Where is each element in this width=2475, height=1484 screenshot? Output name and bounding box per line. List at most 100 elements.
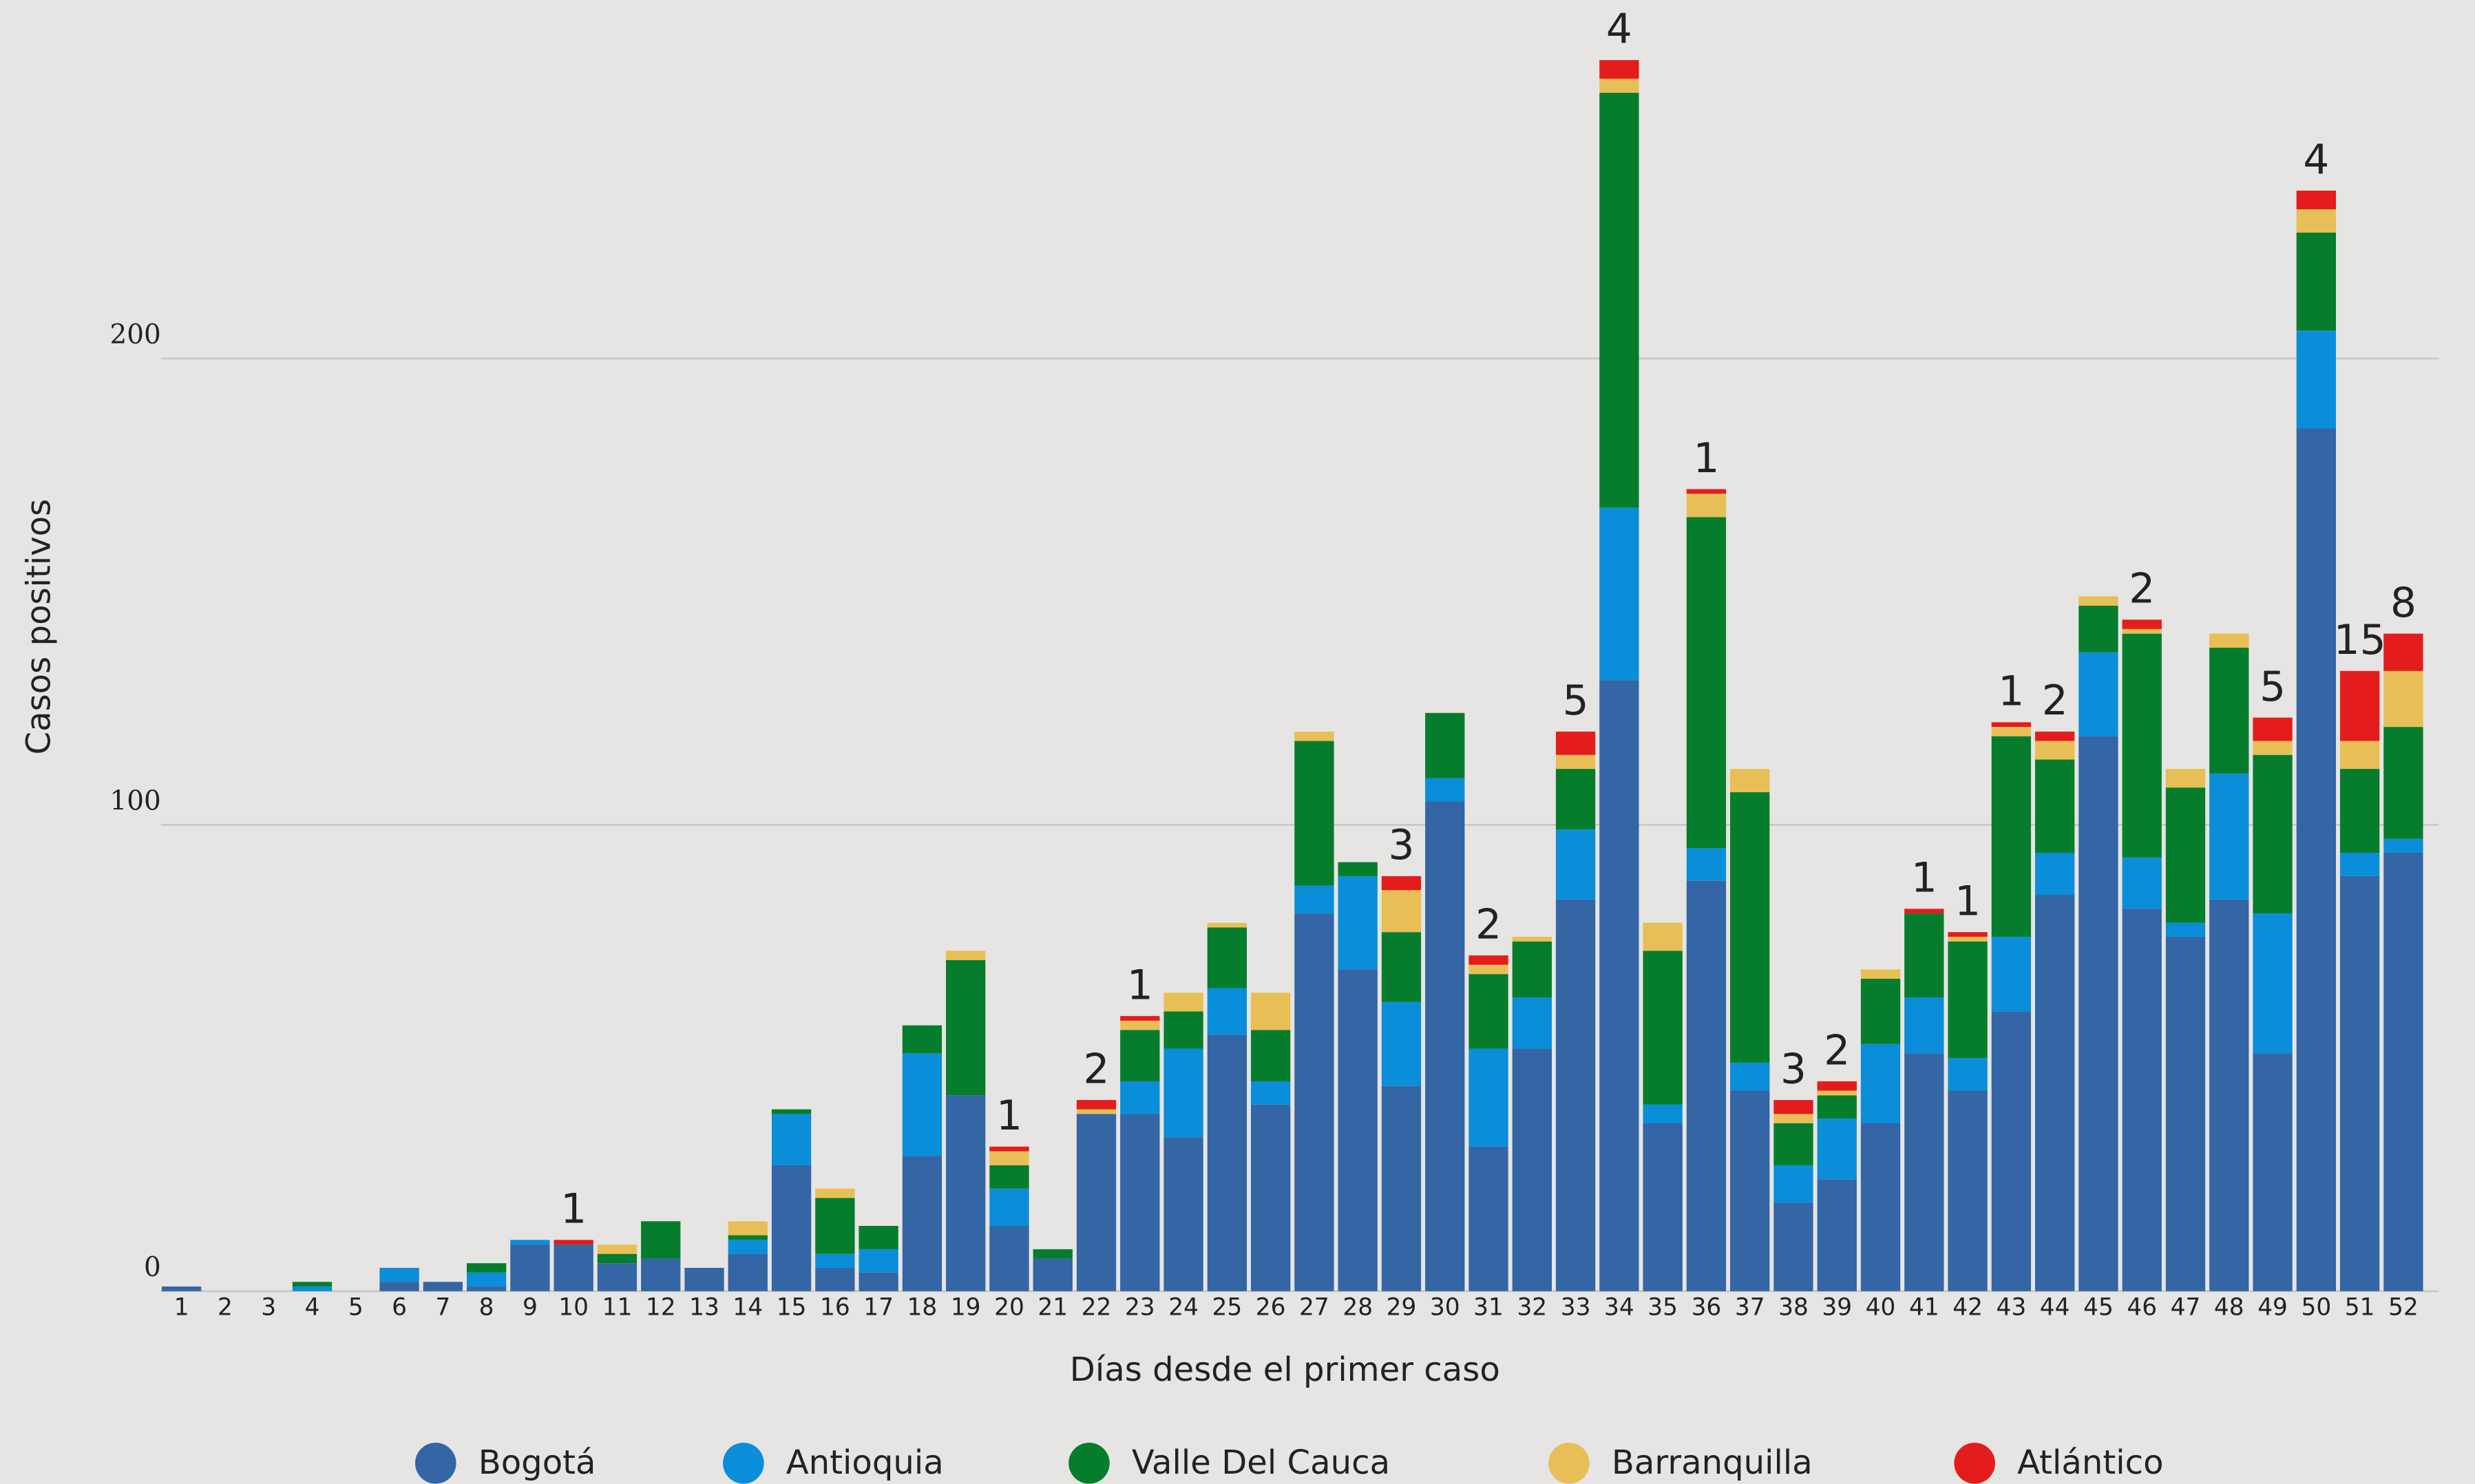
bar-segment: [1468, 1146, 1508, 1291]
x-tick-label: 33: [1561, 1294, 1591, 1322]
data-label: 4: [1606, 6, 1632, 54]
bar-segment: [1773, 1202, 1813, 1291]
bar-segment: [2339, 769, 2380, 854]
bar-segment: [1120, 1016, 1160, 1021]
x-tick-label: 9: [523, 1294, 538, 1322]
x-tick-label: 34: [1604, 1294, 1634, 1322]
bar-segment: [989, 1188, 1029, 1227]
legend-label: Barranquilla: [1612, 1443, 1813, 1482]
bar-segment: [1468, 974, 1508, 1049]
bar-segment: [1338, 876, 1378, 970]
bar-segment: [1773, 1123, 1813, 1165]
data-label: 1: [1998, 668, 2024, 716]
x-tick-label: 8: [479, 1294, 494, 1322]
x-tick-label: 6: [392, 1294, 407, 1322]
data-label: 2: [2042, 677, 2068, 725]
bar-segment: [1904, 913, 1944, 998]
bar-segment: [1991, 936, 2032, 1012]
x-tick-label: 15: [777, 1294, 807, 1322]
data-label: 2: [1475, 901, 1502, 948]
bar-segment: [1599, 680, 1639, 1291]
y-tick-label: 200: [109, 319, 160, 350]
bar-segment: [1163, 1048, 1203, 1138]
bar-segment: [597, 1244, 638, 1254]
bar-segment: [2296, 209, 2337, 233]
bar-segment: [815, 1253, 855, 1268]
bar-segment: [989, 1226, 1029, 1291]
bar-segment: [2122, 909, 2162, 1291]
bar-segment: [1163, 1137, 1203, 1291]
bar-segment: [2165, 936, 2206, 1291]
bar-segment: [1686, 489, 1727, 494]
bar-segment: [946, 960, 986, 1096]
bar-segment: [1643, 1123, 1683, 1291]
bar-segment: [2296, 428, 2337, 1291]
x-tick-label: 52: [2388, 1294, 2419, 1322]
bar-segment: [1948, 941, 1988, 1059]
bar-segment: [1250, 1030, 1291, 1081]
bar-segment: [1120, 1114, 1160, 1291]
bar-segment: [684, 1267, 724, 1291]
bar-segment: [1512, 936, 1552, 942]
legend-label: Atlántico: [2017, 1443, 2163, 1482]
bar-segment: [2339, 853, 2380, 876]
bar-segment: [728, 1253, 768, 1291]
bar-segment: [946, 1095, 986, 1291]
legend: Bogotá Antioquia Valle Del Cauca Barranquil…: [414, 1442, 2164, 1484]
bar-segment: [597, 1253, 638, 1264]
bar-segment: [2209, 899, 2249, 1291]
bar-segment: [1120, 1081, 1160, 1114]
x-tick-label: 42: [1952, 1294, 1983, 1322]
bar-segment: [1555, 829, 1596, 900]
bar-segment: [1643, 922, 1683, 951]
x-tick-label: 17: [863, 1294, 894, 1322]
x-tick-label: 19: [951, 1294, 981, 1322]
bar-segment: [1860, 1123, 1901, 1291]
bar-segment: [162, 1286, 202, 1291]
bar-segment: [728, 1235, 768, 1240]
x-tick-label: 31: [1473, 1294, 1504, 1322]
bar-segment: [1643, 951, 1683, 1105]
x-tick-label: 36: [1692, 1294, 1722, 1322]
x-tick-label: 50: [2301, 1294, 2331, 1322]
bar-segment: [859, 1226, 898, 1249]
bar-segment: [2296, 232, 2337, 331]
bar-segment: [1730, 1090, 1770, 1291]
bar-segment: [902, 1025, 942, 1054]
bar-segment: [2339, 741, 2380, 770]
bar-segment: [1991, 722, 2032, 728]
bar-segment: [2078, 736, 2118, 1291]
bar-segment: [379, 1267, 419, 1282]
bar-segment: [2078, 605, 2118, 653]
bar-segment: [292, 1286, 333, 1291]
bar-segment: [902, 1156, 942, 1291]
y-axis-title: Casos positivos: [20, 499, 59, 755]
x-tick-label: 39: [1822, 1294, 1852, 1322]
bar-segment: [466, 1272, 507, 1287]
bar-segment: [1730, 1062, 1770, 1091]
bar-segment: [2253, 913, 2293, 1054]
bar-segment: [1948, 932, 1988, 937]
data-label: 1: [560, 1186, 587, 1233]
bar-segment: [1250, 993, 1291, 1030]
bar-segment: [771, 1114, 812, 1165]
bar-segment: [1120, 1030, 1160, 1081]
bar-segment: [1860, 969, 1901, 979]
bar-segment: [1991, 1011, 2032, 1291]
bar-segment: [1599, 92, 1639, 508]
bar-segment: [2165, 922, 2206, 937]
bar-segment: [1948, 1058, 1988, 1091]
bar-segment: [510, 1244, 550, 1291]
x-tick-label: 23: [1125, 1294, 1155, 1322]
bar-segment: [2122, 619, 2162, 629]
bar-segment: [2035, 741, 2075, 760]
bar-segment: [2339, 876, 2380, 1291]
bar-segment: [1425, 778, 1465, 802]
bar-segment: [2122, 857, 2162, 909]
bar-segment: [1294, 741, 1334, 886]
x-tick-label: 26: [1256, 1294, 1286, 1322]
bar-segment: [859, 1249, 898, 1273]
x-tick-label: 27: [1299, 1294, 1329, 1322]
bar-segment: [1207, 922, 1247, 928]
bar-segment: [1033, 1258, 1073, 1291]
